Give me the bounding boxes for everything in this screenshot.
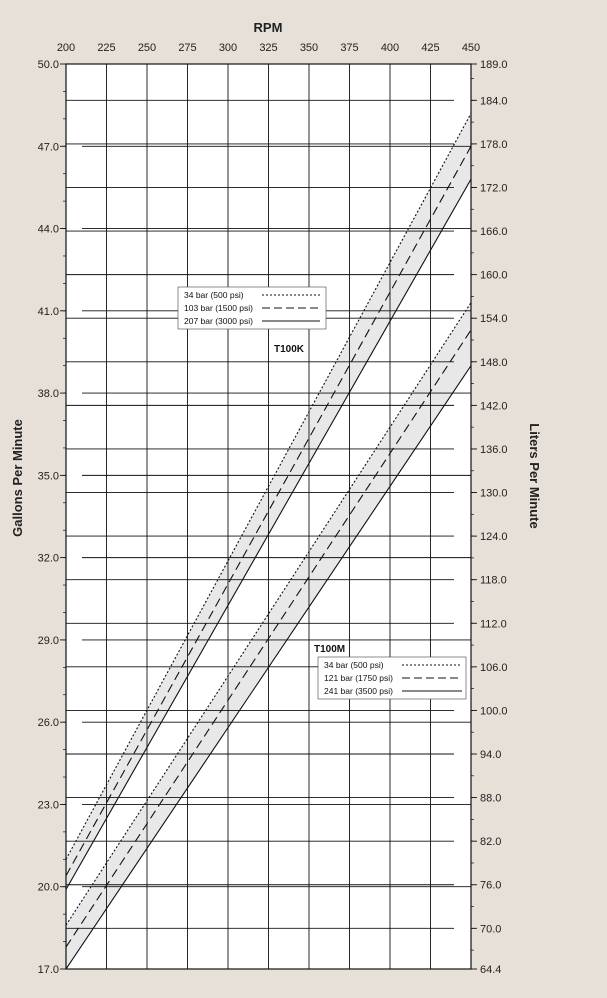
legend-t100m-entry-2: 121 bar (1750 psi)	[324, 673, 393, 683]
y-right-tick-label: 160.0	[480, 270, 508, 282]
y-right-tick-label: 189.0	[480, 59, 508, 71]
y-right-tick-label: 64.4	[480, 964, 501, 976]
y-right-tick-label: 130.0	[480, 488, 508, 500]
legend-t100m: 34 bar (500 psi) 121 bar (1750 psi) 241 …	[317, 656, 467, 700]
x-tick-label: 375	[340, 42, 358, 54]
y-right-tick-label: 178.0	[480, 139, 508, 151]
y-right-tick-label: 154.0	[480, 313, 508, 325]
y-right-tick-label: 94.0	[480, 749, 501, 761]
x-tick-label: 350	[300, 42, 318, 54]
y-right-tick-label: 148.0	[480, 357, 508, 369]
y-left-tick-label: 32.0	[38, 553, 59, 565]
y-right-tick-label: 112.0	[480, 618, 507, 630]
y-right-tick-label: 184.0	[480, 95, 508, 107]
legend-t100k-entry-1: 34 bar (500 psi)	[184, 290, 244, 300]
series-layer	[66, 113, 471, 969]
y-left-tick-label: 38.0	[38, 388, 59, 400]
y-left-tick-label: 50.0	[38, 59, 59, 71]
series-line-t100k-1	[66, 113, 471, 860]
y-right-tick-label: 142.0	[480, 400, 508, 412]
x-tick-label: 225	[97, 42, 115, 54]
y-left-tick-label: 44.0	[38, 224, 59, 236]
y-right-tick-label: 136.0	[480, 444, 508, 456]
x-tick-label: 425	[421, 42, 439, 54]
legend-t100m-entry-1: 34 bar (500 psi)	[324, 660, 384, 670]
x-axis-title: RPM	[254, 20, 283, 35]
x-tick-label: 275	[178, 42, 196, 54]
y-left-axis-title: Gallons Per Minute	[10, 419, 25, 537]
y-left-tick-label: 26.0	[38, 717, 59, 729]
plot-frame	[65, 63, 472, 970]
legend-t100k: 34 bar (500 psi) 103 bar (1500 psi) 207 …	[177, 286, 327, 330]
y-right-tick-label: 76.0	[480, 880, 501, 892]
y-left-tick-label: 35.0	[38, 470, 59, 482]
series-line-t100k-3	[66, 178, 471, 890]
x-tick-label: 400	[381, 42, 399, 54]
legend-t100k-entry-2: 103 bar (1500 psi)	[184, 303, 253, 313]
y-right-tick-label: 172.0	[480, 182, 508, 194]
y-left-tick-label: 17.0	[38, 964, 59, 976]
y-right-tick-label: 166.0	[480, 226, 508, 238]
y-left-tick-label: 47.0	[38, 141, 59, 153]
y-right-tick-label: 118.0	[480, 575, 507, 587]
x-tick-label: 250	[138, 42, 156, 54]
y-right-tick-label: 106.0	[480, 662, 508, 674]
series-label-t100k: T100K	[274, 344, 305, 355]
series-line-t100m-3	[66, 365, 471, 969]
tick-layer: 200 225 250 275 300 325 350 375 400 425 450 50.0 47.…	[38, 42, 508, 976]
y-left-tick-label: 20.0	[38, 882, 59, 894]
y-right-tick-label: 88.0	[480, 793, 501, 805]
y-right-tick-label: 124.0	[480, 531, 508, 543]
x-tick-label: 300	[219, 42, 237, 54]
y-left-tick-label: 29.0	[38, 635, 59, 647]
legend-t100m-entry-3: 241 bar (3500 psi)	[324, 686, 393, 696]
y-right-tick-label: 70.0	[480, 923, 501, 935]
y-right-axis-title: Liters Per Minute	[527, 423, 542, 528]
series-line-t100m-2	[66, 329, 471, 948]
x-tick-label: 200	[57, 42, 75, 54]
y-left-tick-label: 23.0	[38, 799, 59, 811]
legend-t100k-entry-3: 207 bar (3000 psi)	[184, 316, 253, 326]
x-tick-label: 450	[462, 42, 480, 54]
y-right-tick-label: 82.0	[480, 836, 501, 848]
series-label-t100m: T100M	[314, 644, 345, 655]
y-left-tick-label: 41.0	[38, 306, 59, 318]
y-right-tick-label: 100.0	[480, 705, 508, 717]
x-tick-label: 325	[259, 42, 277, 54]
